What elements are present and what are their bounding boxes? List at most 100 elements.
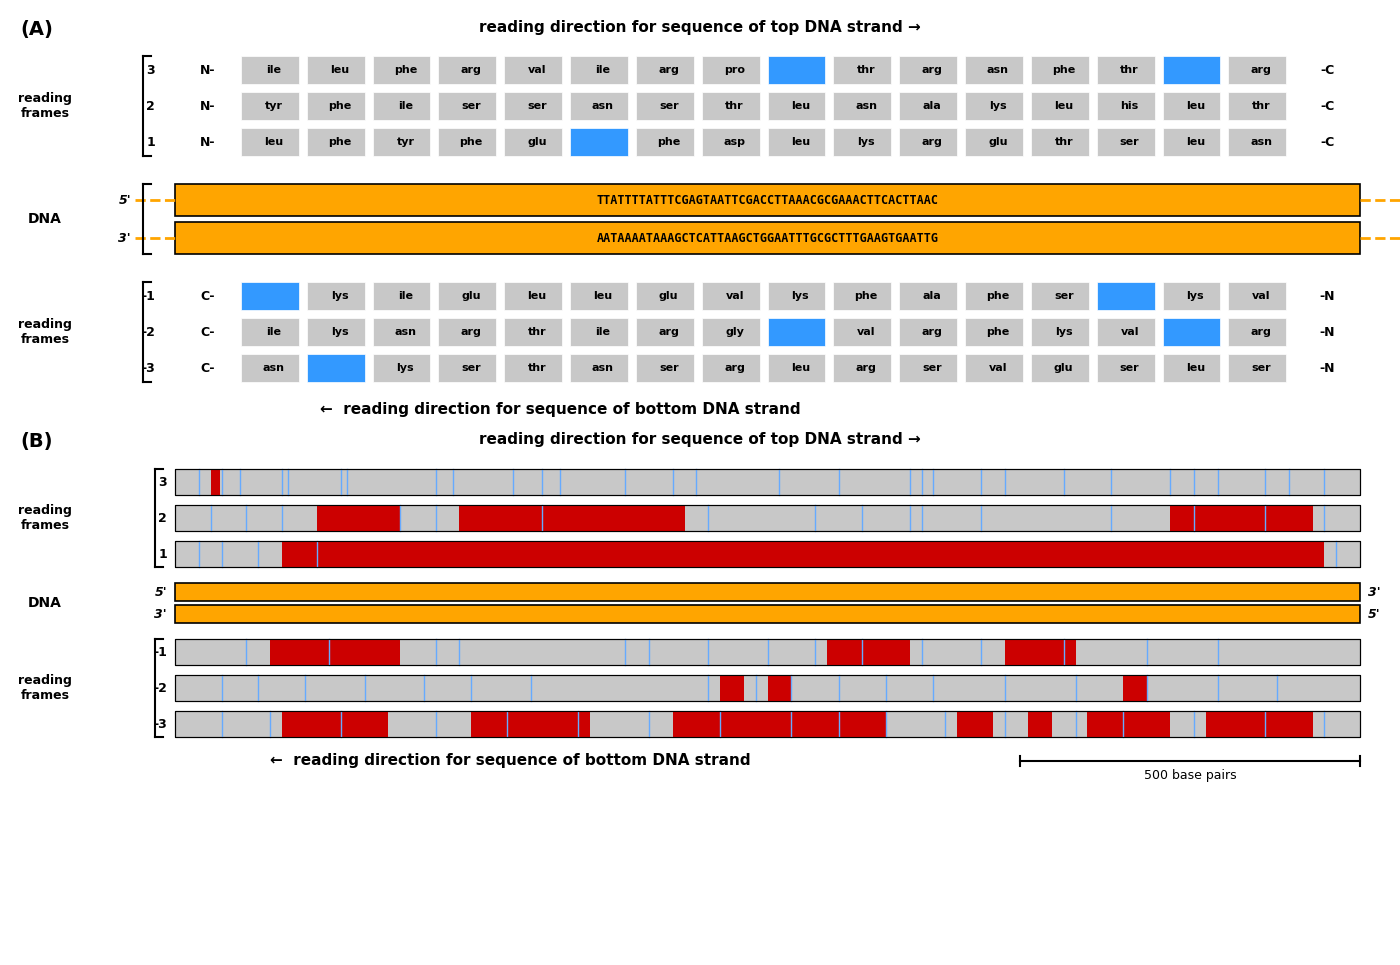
Bar bbox=[899, 354, 958, 382]
Text: TTATTTTATTTCGAGTAATTCGACCTTAAACGCGAAACTTCACTTAAC: TTATTTTATTTCGAGTAATTCGACCTTAAACGCGAAACTT… bbox=[596, 194, 938, 207]
Text: 3': 3' bbox=[154, 608, 167, 620]
Text: leu: leu bbox=[791, 101, 811, 111]
Bar bbox=[767, 56, 826, 84]
Text: ala: ala bbox=[923, 101, 941, 111]
Text: arg: arg bbox=[1250, 327, 1271, 337]
Text: ile: ile bbox=[398, 101, 413, 111]
Bar bbox=[438, 92, 496, 120]
Bar bbox=[504, 128, 561, 156]
Bar bbox=[241, 92, 298, 120]
Text: arg: arg bbox=[658, 327, 679, 337]
Text: thr: thr bbox=[1054, 137, 1072, 147]
Bar bbox=[438, 318, 496, 346]
Bar bbox=[1005, 639, 1075, 665]
Text: thr: thr bbox=[857, 65, 875, 75]
Bar bbox=[175, 639, 1359, 665]
Bar bbox=[438, 282, 496, 310]
Text: phe: phe bbox=[986, 327, 1009, 337]
Bar bbox=[827, 639, 910, 665]
Text: leu: leu bbox=[791, 363, 811, 373]
Text: tyr: tyr bbox=[265, 101, 283, 111]
Bar bbox=[833, 318, 892, 346]
Bar bbox=[701, 282, 760, 310]
Text: leu: leu bbox=[791, 137, 811, 147]
Text: lys: lys bbox=[791, 291, 809, 301]
Text: asn: asn bbox=[987, 65, 1009, 75]
Text: ala: ala bbox=[923, 291, 941, 301]
Text: ser: ser bbox=[1252, 363, 1271, 373]
Bar bbox=[1162, 128, 1221, 156]
Bar bbox=[899, 282, 958, 310]
Bar bbox=[175, 541, 1359, 567]
Bar bbox=[459, 505, 685, 531]
Text: 1: 1 bbox=[146, 135, 155, 149]
Bar bbox=[1030, 318, 1089, 346]
Bar bbox=[472, 711, 589, 737]
Bar bbox=[570, 92, 629, 120]
Bar bbox=[1162, 92, 1221, 120]
Text: asn: asn bbox=[855, 101, 878, 111]
Bar bbox=[241, 56, 298, 84]
Bar bbox=[318, 505, 400, 531]
Text: leu: leu bbox=[1054, 101, 1074, 111]
Bar bbox=[241, 128, 298, 156]
Text: 3: 3 bbox=[147, 64, 155, 76]
Text: -1: -1 bbox=[153, 646, 167, 658]
Bar bbox=[175, 639, 1359, 665]
Bar bbox=[307, 92, 364, 120]
Text: leu: leu bbox=[265, 137, 283, 147]
Bar bbox=[1162, 56, 1221, 84]
Text: thr: thr bbox=[528, 327, 546, 337]
Bar bbox=[767, 128, 826, 156]
Bar bbox=[372, 128, 430, 156]
Bar bbox=[767, 92, 826, 120]
Text: ←  reading direction for sequence of bottom DNA strand: ← reading direction for sequence of bott… bbox=[319, 402, 801, 417]
Text: phe: phe bbox=[1053, 65, 1075, 75]
Bar bbox=[958, 711, 993, 737]
Bar bbox=[307, 318, 364, 346]
Bar bbox=[175, 469, 1359, 495]
Bar bbox=[175, 541, 1359, 567]
Bar bbox=[570, 282, 629, 310]
Text: arg: arg bbox=[855, 363, 876, 373]
Text: val: val bbox=[857, 327, 875, 337]
Bar bbox=[570, 354, 629, 382]
Text: phe: phe bbox=[328, 137, 351, 147]
Bar bbox=[833, 128, 892, 156]
Text: -3: -3 bbox=[141, 362, 155, 374]
Bar bbox=[307, 128, 364, 156]
Text: ile: ile bbox=[266, 65, 281, 75]
Text: thr: thr bbox=[1252, 101, 1271, 111]
Text: DNA: DNA bbox=[28, 212, 62, 226]
Bar bbox=[210, 469, 220, 495]
Bar bbox=[1096, 56, 1155, 84]
Text: reading
frames: reading frames bbox=[18, 318, 71, 346]
Bar bbox=[673, 711, 886, 737]
Bar bbox=[175, 469, 1359, 495]
Text: phe: phe bbox=[854, 291, 878, 301]
Text: glu: glu bbox=[659, 291, 679, 301]
Bar bbox=[372, 92, 430, 120]
Bar bbox=[965, 92, 1023, 120]
Bar bbox=[965, 318, 1023, 346]
Bar bbox=[965, 354, 1023, 382]
Text: reading direction for sequence of top DNA strand →: reading direction for sequence of top DN… bbox=[479, 20, 921, 35]
Bar bbox=[1030, 92, 1089, 120]
Bar bbox=[281, 711, 388, 737]
Text: 5': 5' bbox=[119, 194, 132, 207]
Bar bbox=[372, 282, 430, 310]
Text: 5': 5' bbox=[1368, 608, 1380, 620]
Text: N-: N- bbox=[200, 64, 216, 76]
Bar bbox=[504, 318, 561, 346]
Text: ser: ser bbox=[462, 101, 482, 111]
Text: arg: arg bbox=[658, 65, 679, 75]
Bar bbox=[1088, 711, 1170, 737]
Bar bbox=[1170, 505, 1313, 531]
Bar bbox=[833, 354, 892, 382]
Text: ile: ile bbox=[595, 327, 610, 337]
Bar bbox=[1030, 282, 1089, 310]
Text: reading
frames: reading frames bbox=[18, 504, 71, 532]
Text: phe: phe bbox=[393, 65, 417, 75]
Text: phe: phe bbox=[657, 137, 680, 147]
Bar bbox=[1205, 711, 1313, 737]
